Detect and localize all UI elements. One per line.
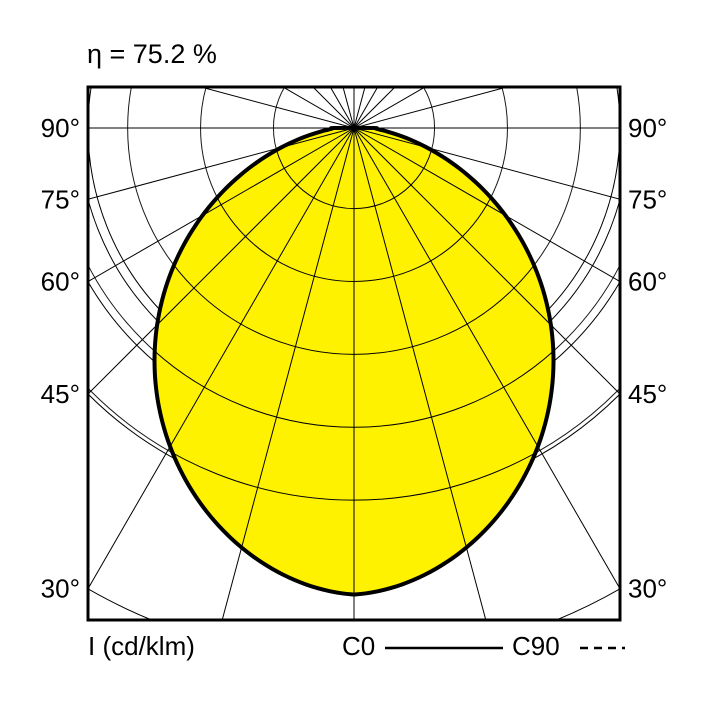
svg-text:C90: C90: [512, 631, 560, 661]
svg-text:I (cd/klm): I (cd/klm): [88, 631, 195, 661]
svg-text:90°: 90°: [41, 113, 80, 143]
svg-text:60°: 60°: [628, 267, 667, 297]
svg-text:75°: 75°: [41, 184, 80, 214]
svg-text:45°: 45°: [41, 379, 80, 409]
svg-text:90°: 90°: [628, 113, 667, 143]
svg-text:60°: 60°: [41, 267, 80, 297]
svg-text:C0: C0: [342, 631, 375, 661]
svg-text:30°: 30°: [41, 574, 80, 604]
svg-text:45°: 45°: [628, 379, 667, 409]
svg-text:75°: 75°: [628, 184, 667, 214]
svg-text:η = 75.2 %: η = 75.2 %: [87, 39, 217, 69]
svg-text:30°: 30°: [628, 574, 667, 604]
